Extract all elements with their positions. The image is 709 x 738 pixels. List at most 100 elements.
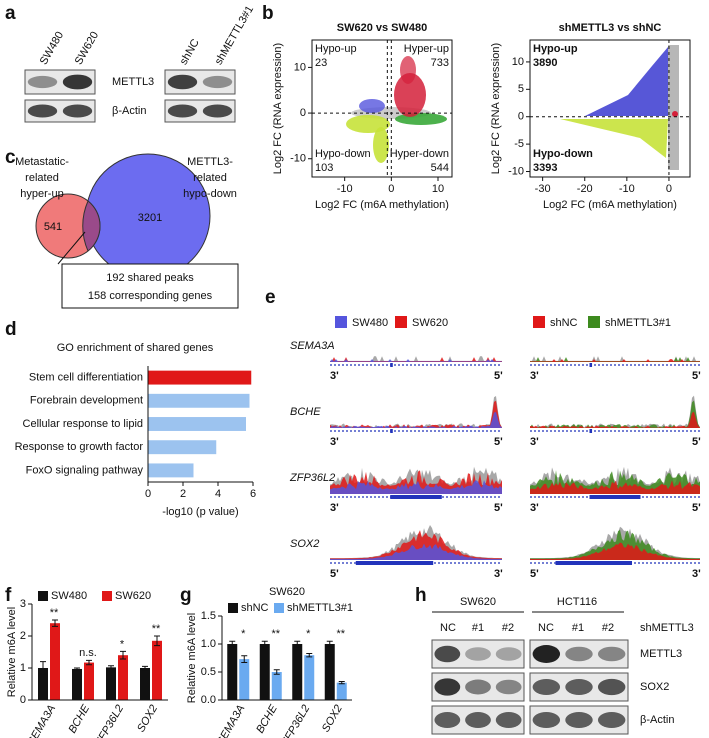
protein-label: METTL3 (112, 76, 154, 88)
category-label: Stem cell differentiation (29, 372, 143, 384)
y-tick-label: -5 (514, 138, 524, 150)
significance: ** (271, 628, 280, 640)
line (57, 231, 86, 265)
error-bar (273, 669, 280, 675)
x-axis-label: -log10 (p value) (162, 506, 238, 518)
error-bar (294, 640, 301, 648)
x-tick-label: 0 (388, 183, 394, 195)
venn-count: 541 (44, 221, 62, 233)
x-tick-label: -10 (619, 183, 635, 195)
quadrant-count: 3393 (533, 162, 557, 174)
error-bar (142, 665, 148, 671)
lane-label: #2 (502, 622, 514, 634)
blot-band (434, 645, 461, 663)
quadrant-count: 733 (431, 57, 449, 69)
y-tick-label: 0 (518, 111, 524, 123)
coverage (330, 400, 502, 428)
blot-band (532, 712, 561, 728)
legend-label: shMETTL3#1 (605, 317, 671, 329)
group-label: HCT116 (557, 596, 597, 608)
significance: ** (336, 628, 345, 640)
bar (84, 662, 94, 700)
bar (304, 655, 315, 700)
y-tick-label: 2 (20, 630, 26, 642)
quadrant-label: Hypo-down (315, 148, 371, 160)
lane-label: NC (538, 622, 554, 634)
y-tick-label: 0.5 (201, 666, 216, 678)
protein-label: METTL3 (640, 648, 682, 660)
quadrant-count: 103 (315, 162, 333, 174)
strand-end: 5' (494, 436, 503, 448)
blot-band (597, 712, 626, 728)
bar (148, 370, 252, 385)
blot-band (495, 712, 522, 728)
note-box (61, 263, 239, 309)
bar (148, 417, 246, 431)
quadrant-label: Hypo-up (315, 43, 357, 55)
gene-name: BCHE (290, 406, 321, 418)
venn-label: hypo-down (183, 188, 237, 200)
exon (390, 429, 393, 433)
legend-swatch (228, 603, 238, 613)
blot-band (532, 645, 561, 663)
y-tick-label: 3 (20, 598, 26, 610)
category-label: FoxO signaling pathway (26, 464, 144, 476)
x-tick-label: -30 (535, 183, 551, 195)
significance: * (241, 628, 246, 640)
category-label: ZFP36L2 (279, 703, 313, 738)
error-bar (52, 619, 58, 627)
coverage (330, 359, 502, 362)
y-tick-label: -10 (508, 165, 524, 177)
bar (148, 463, 194, 478)
legend-swatch (588, 316, 600, 328)
error-bar (261, 640, 268, 648)
x-tick-label: 0 (666, 183, 672, 195)
error-bar (326, 640, 333, 648)
protein-label: SOX2 (640, 681, 669, 693)
legend-label: SW480 (352, 317, 388, 329)
blot-box (24, 69, 96, 95)
protein-label: β-Actin (640, 714, 674, 726)
category-label: SOX2 (135, 703, 160, 734)
error-bar (120, 650, 126, 660)
y-tick-label: 1.5 (201, 610, 216, 622)
strand-end: 3' (530, 436, 539, 448)
bar (271, 672, 282, 700)
exon (589, 363, 593, 367)
coverage (330, 543, 502, 560)
coverage (530, 411, 700, 428)
strand-end: 3' (330, 370, 339, 382)
y-tick-label: 0 (20, 694, 26, 706)
sample-label: SW480 (38, 30, 66, 67)
blot-band (597, 646, 626, 662)
lane-label: NC (440, 622, 456, 634)
exon (390, 363, 393, 367)
legend-swatch (38, 591, 48, 601)
legend-label: SW620 (412, 317, 448, 329)
significance: * (306, 628, 311, 640)
chart-title: SW620 vs SW480 (337, 22, 428, 34)
quadrant-label: Hyper-up (404, 43, 449, 55)
y-axis-label: Relative m6A level (6, 607, 18, 698)
blot-band (465, 647, 491, 661)
blot-band (495, 647, 522, 661)
blot-band (532, 679, 561, 695)
exon (390, 495, 442, 499)
error-bar (108, 665, 114, 670)
x-axis-label: Log2 FC (m6A methylation) (315, 199, 449, 211)
strand-end: 5' (494, 502, 503, 514)
gene-name: SOX2 (290, 538, 319, 550)
blot-band (465, 712, 491, 728)
coverage (530, 480, 700, 494)
y-axis-label: Log2 FC (RNA expression) (490, 43, 502, 174)
error-bar (338, 681, 345, 685)
coverage (330, 395, 502, 428)
bar (50, 623, 60, 700)
x-tick-label: 2 (180, 488, 186, 500)
blot-band (202, 104, 233, 118)
condition-label: shMETTL3 (640, 622, 694, 634)
gene-name: ZFP36L2 (289, 472, 335, 484)
strand-end: 5' (330, 568, 339, 580)
sample-label: shNC (178, 37, 202, 67)
legend-swatch (274, 603, 284, 613)
